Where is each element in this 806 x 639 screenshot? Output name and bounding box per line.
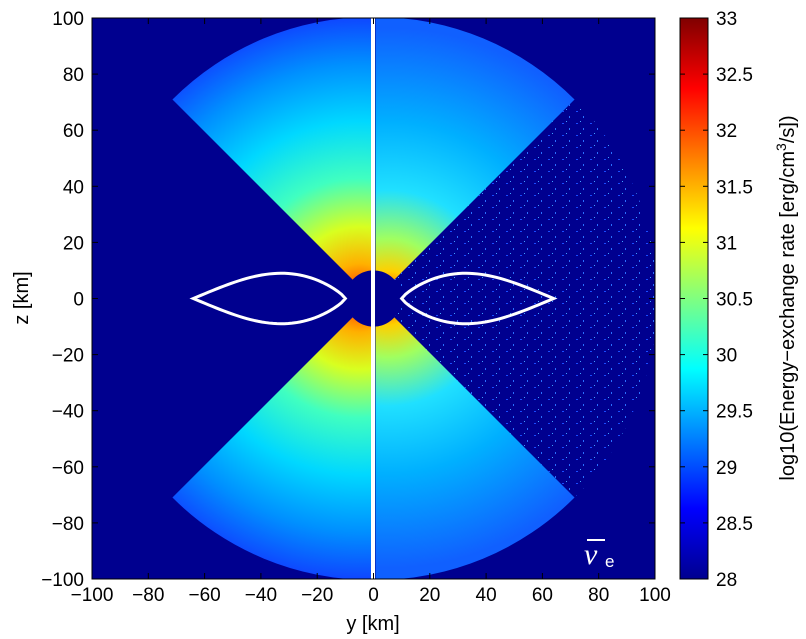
- left-lower-wedge: [172, 298, 372, 579]
- y-axis: −100 −80 −60 −40 −20 0 20 40 60 80 100: [41, 9, 655, 591]
- right-upper-wedge: [375, 18, 575, 299]
- colorbar-tick-label: 31: [716, 233, 737, 254]
- colorbar-tick-label: 32.5: [716, 65, 753, 86]
- panel-annotation: ν e: [584, 538, 614, 571]
- x-tick-label: 20: [419, 585, 440, 606]
- center-divider: [371, 18, 375, 579]
- x-tick-label: −60: [188, 585, 220, 606]
- y-tick-label: 100: [52, 9, 84, 30]
- right-lower-wedge: [375, 298, 575, 579]
- x-tick-label: 60: [532, 585, 553, 606]
- x-axis-label: y [km]: [346, 613, 399, 635]
- colorbar-label-sup: 3: [773, 143, 789, 151]
- y-tick-label: −80: [52, 514, 84, 535]
- x-tick-label: −80: [132, 585, 164, 606]
- x-tick-label: 40: [476, 585, 497, 606]
- x-tick-label: −40: [245, 585, 277, 606]
- colorbar-tick-label: 30: [716, 346, 737, 367]
- x-tick-label: 0: [368, 585, 379, 606]
- y-tick-label: −60: [52, 458, 84, 479]
- x-tick-label: 100: [639, 585, 671, 606]
- colorbar-tick-label: 28.5: [716, 514, 753, 535]
- annotation-subscript: e: [605, 552, 614, 571]
- colorbar-tick-label: 32: [716, 121, 737, 142]
- colorbar-tick-label: 33: [716, 9, 737, 30]
- y-tick-label: 20: [63, 233, 84, 254]
- colorbar-label: log10(Energy−exchange rate [erg/cm3/s]): [773, 115, 799, 480]
- y-tick-label: −20: [52, 346, 84, 367]
- x-tick-label: 80: [588, 585, 609, 606]
- annotation-symbol: ν: [584, 538, 598, 571]
- contour-lobe-left: [189, 271, 348, 326]
- y-tick-label: −40: [52, 402, 84, 423]
- x-tick-label: −20: [301, 585, 333, 606]
- y-tick-label: 40: [63, 177, 84, 198]
- y-tick-label: 0: [73, 290, 84, 311]
- plot-area: [92, 18, 655, 579]
- y-tick-label: 60: [63, 121, 84, 142]
- y-axis-label: z [km]: [11, 271, 33, 324]
- colorbar-tick-label: 29.5: [716, 402, 753, 423]
- contour-lobe-right: [399, 271, 558, 326]
- x-axis: −100 −80 −60 −40 −20 0 20 40 60 80 100: [71, 18, 671, 606]
- colorbar-tick-label: 31.5: [716, 177, 753, 198]
- x-tick-label: −100: [71, 585, 114, 606]
- left-upper-wedge: [172, 18, 372, 299]
- colorbar: 28 28.5 29 29.5 30 30.5 31 31.5 32 32.5 33 log10(E…: [679, 9, 799, 591]
- colorbar-tick-label: 30.5: [716, 290, 753, 311]
- y-tick-label: 80: [63, 65, 84, 86]
- colorbar-tick-label: 28: [716, 570, 737, 591]
- colorbar-tick-label: 29: [716, 458, 737, 479]
- right-speckle-region: [375, 99, 655, 498]
- y-tick-label: −100: [41, 570, 84, 591]
